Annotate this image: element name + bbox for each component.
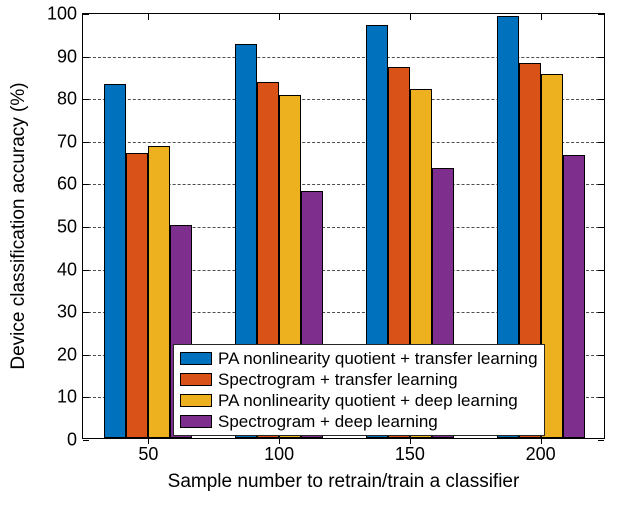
ytick-label: 10 (57, 387, 77, 408)
xtick-mark (410, 14, 411, 20)
plot-area: 010203040506070809010050100150200PA nonl… (82, 13, 605, 439)
grid-line (83, 57, 604, 58)
bar (563, 155, 585, 438)
ytick-mark (598, 355, 604, 356)
ytick-mark (83, 440, 89, 441)
ytick-label: 0 (67, 430, 77, 451)
ytick-mark (598, 227, 604, 228)
legend-swatch (180, 373, 212, 386)
legend: PA nonlinearity quotient + transfer lear… (173, 344, 545, 436)
ytick-mark (83, 312, 89, 313)
ytick-label: 80 (57, 89, 77, 110)
ytick-mark (83, 184, 89, 185)
ytick-label: 20 (57, 344, 77, 365)
legend-swatch (180, 415, 212, 428)
ytick-mark (598, 397, 604, 398)
ytick-mark (83, 227, 89, 228)
ytick-mark (83, 57, 89, 58)
legend-item: PA nonlinearity quotient + deep learning (180, 390, 538, 411)
ytick-mark (598, 99, 604, 100)
ytick-mark (83, 99, 89, 100)
ytick-mark (598, 184, 604, 185)
ytick-label: 70 (57, 131, 77, 152)
legend-label: PA nonlinearity quotient + deep learning (218, 391, 518, 411)
ytick-mark (598, 14, 604, 15)
bar (148, 146, 170, 438)
legend-swatch (180, 394, 212, 407)
ytick-label: 50 (57, 217, 77, 238)
ytick-label: 60 (57, 174, 77, 195)
ytick-mark (598, 142, 604, 143)
ytick-label: 30 (57, 302, 77, 323)
y-axis-label: Device classification accuracy (%) (8, 82, 30, 369)
xtick-mark (279, 14, 280, 20)
legend-item: Spectrogram + deep learning (180, 411, 538, 432)
ytick-mark (83, 397, 89, 398)
bar (126, 153, 148, 438)
ytick-mark (598, 440, 604, 441)
ytick-mark (83, 355, 89, 356)
ytick-mark (598, 270, 604, 271)
legend-item: Spectrogram + transfer learning (180, 369, 538, 390)
xtick-mark (541, 14, 542, 20)
xtick-label: 200 (526, 444, 556, 465)
figure: 0 10 20 30 40 50 60 70 80 90 100 50 100 150 200 PA nonl… (0, 0, 628, 508)
xtick-label: 50 (138, 444, 158, 465)
ytick-mark (598, 312, 604, 313)
ytick-label: 100 (47, 4, 77, 25)
ytick-mark (83, 270, 89, 271)
xtick-label: 100 (264, 444, 294, 465)
ytick-mark (598, 57, 604, 58)
ytick-mark (83, 14, 89, 15)
legend-label: Spectrogram + transfer learning (218, 370, 458, 390)
ytick-mark (83, 142, 89, 143)
legend-swatch (180, 352, 212, 365)
legend-item: PA nonlinearity quotient + transfer lear… (180, 348, 538, 369)
xtick-mark (148, 14, 149, 20)
bar (104, 84, 126, 438)
ytick-label: 40 (57, 259, 77, 280)
xtick-label: 150 (395, 444, 425, 465)
ytick-label: 90 (57, 46, 77, 67)
legend-label: PA nonlinearity quotient + transfer lear… (218, 349, 538, 369)
legend-label: Spectrogram + deep learning (218, 412, 438, 432)
x-axis-label: Sample number to retrain/train a classif… (168, 471, 520, 493)
